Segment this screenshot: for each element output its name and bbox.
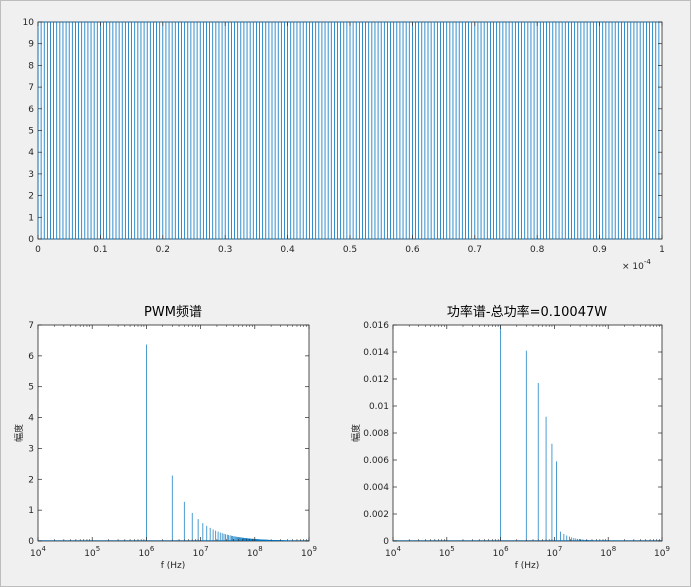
x-tick-label: 0.2	[156, 245, 170, 255]
x-tick-label: 0.9	[592, 245, 607, 255]
y-tick-label: 2	[28, 192, 34, 202]
x-tick-label: 0.7	[468, 245, 482, 255]
y-tick-label: 5	[28, 127, 34, 137]
y-tick-label: 2	[28, 475, 34, 485]
pwm-spectrum-ylabel: 幅度	[13, 424, 25, 442]
x-tick-label: 109	[654, 545, 670, 559]
x-tick-label: 0.4	[280, 245, 295, 255]
power-spectrum-xlabel: f (Hz)	[515, 561, 540, 571]
pwm-spectrum-plot-area	[37, 324, 310, 542]
y-tick-label: 0.008	[363, 429, 389, 439]
x-tick-label: 105	[84, 545, 100, 559]
x-tick-label: 108	[600, 545, 616, 559]
y-tick-label: 7	[28, 83, 34, 93]
y-tick-label: 6	[28, 105, 34, 115]
y-tick-label: 0.006	[363, 456, 389, 466]
power-spectrum-plot-area	[392, 324, 663, 542]
y-tick-label: 3	[28, 444, 34, 454]
power-spectrum-ylabel: 幅度	[350, 424, 362, 442]
y-tick-label: 0.012	[363, 375, 389, 385]
y-tick-label: 0	[28, 235, 34, 245]
pwm-waveform-line	[37, 21, 662, 240]
pwm-spectrum-y-ticks: 0 1 2 3 4 5 6 7	[28, 321, 309, 547]
y-tick-label: 0.01	[369, 402, 389, 412]
x-tick-label: 0.8	[530, 245, 545, 255]
pwm-spectrum-title: PWM频谱	[144, 305, 202, 320]
y-tick-label: 4	[28, 148, 34, 158]
pwm-spectrum-axes: PWM频谱 104 105 106 107 108 109 0 1 2 3 4 5 6 7 f (Hz)…	[13, 305, 317, 571]
x-tick-label: 0.1	[93, 245, 107, 255]
x-tick-label: 107	[546, 545, 562, 559]
x-tick-label: 0.5	[343, 245, 357, 255]
y-tick-label: 0.004	[363, 483, 389, 493]
pwm-spectrum-xlabel: f (Hz)	[161, 561, 186, 571]
x-tick-label: 109	[301, 545, 317, 559]
pwm-waveform-series	[37, 21, 662, 240]
x-tick-label: 107	[193, 545, 209, 559]
power-spectrum-axes: 功率谱-总功率=0.10047W 104 105 106 107 108 109 0 0.0…	[350, 304, 670, 571]
pwm-spectrum-x-ticks: 104 105 106 107 108 109	[30, 325, 317, 559]
y-tick-label: 3	[28, 170, 34, 180]
y-tick-label: 0	[28, 537, 34, 547]
y-tick-label: 0.014	[363, 348, 389, 358]
y-tick-label: 9	[28, 40, 34, 50]
y-tick-label: 0.016	[363, 321, 389, 331]
x-tick-label: 108	[247, 545, 263, 559]
y-tick-label: 8	[28, 61, 34, 71]
x-tick-label: 1	[659, 245, 665, 255]
x-tick-label: 106	[493, 545, 509, 559]
time-x-exponent-base: × 10-4	[622, 258, 651, 272]
x-tick-label: 106	[138, 545, 154, 559]
x-tick-label: 104	[385, 545, 401, 559]
time-y-ticks: 0 1 2 3 4 5 6 7 8 9 10	[23, 18, 662, 245]
x-tick-label: 104	[30, 545, 46, 559]
power-spectrum-title: 功率谱-总功率=0.10047W	[447, 304, 607, 320]
x-tick-label: 0.6	[405, 245, 420, 255]
power-spectrum-series	[393, 325, 662, 541]
time-domain-axes: 0 0.1 0.2 0.3 0.4 0.5 0.6 0.7 0.8 0.9 1 0 1 2 3 4 5 6 7 8 9…	[23, 18, 665, 272]
y-tick-label: 0.002	[363, 510, 389, 520]
y-tick-label: 7	[28, 321, 34, 331]
time-x-exponent-power: -4	[644, 258, 652, 266]
power-spectrum-x-ticks: 104 105 106 107 108 109	[385, 325, 670, 559]
y-tick-label: 6	[28, 352, 34, 362]
time-x-ticks: 0 0.1 0.2 0.3 0.4 0.5 0.6 0.7 0.8 0.9 1	[35, 22, 665, 255]
y-tick-label: 1	[28, 213, 34, 223]
y-tick-label: 0	[383, 537, 389, 547]
x-tick-label: 105	[439, 545, 455, 559]
y-tick-label: 1	[28, 506, 34, 516]
x-tick-label: 0.3	[218, 245, 232, 255]
pwm-spectrum-series	[38, 344, 309, 541]
x-tick-label: 0	[35, 245, 41, 255]
power-spectrum-y-ticks: 0 0.002 0.004 0.006 0.008 0.01 0.012 0.014 0.016	[363, 321, 662, 547]
y-tick-label: 10	[23, 18, 35, 28]
y-tick-label: 5	[28, 383, 34, 393]
y-tick-label: 4	[28, 414, 34, 424]
